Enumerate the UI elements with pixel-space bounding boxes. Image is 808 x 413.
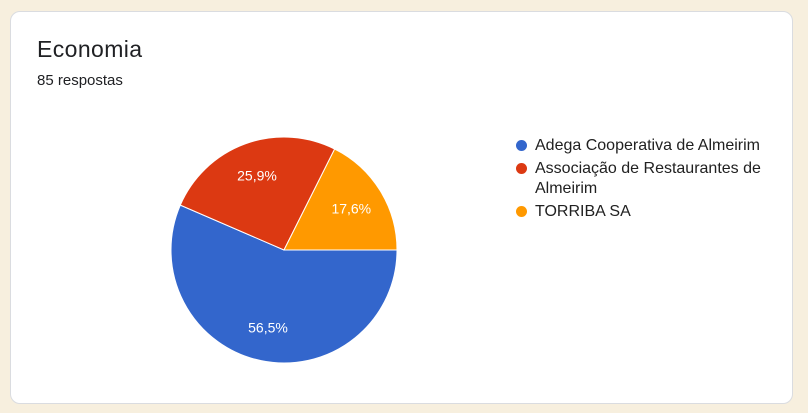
pie-slice-label: 17,6% xyxy=(331,201,371,217)
legend-item: TORRIBA SA xyxy=(516,202,778,222)
legend-color-dot xyxy=(516,163,527,174)
legend-label: TORRIBA SA xyxy=(535,203,631,220)
legend-color-dot xyxy=(516,206,527,217)
pie-slice-label: 25,9% xyxy=(237,168,277,184)
legend-color-dot xyxy=(516,140,527,151)
responses-count: 85 respostas xyxy=(37,72,123,89)
legend-label: Adega Cooperativa de Almeirim xyxy=(535,137,761,154)
question-summary-card: Economia 85 respostas 56,5% 25,9% 17,6% Ad… xyxy=(10,11,793,404)
pie-slice-0[interactable] xyxy=(170,204,398,364)
pie-slice-2[interactable] xyxy=(283,148,398,251)
pie-chart-svg: 56,5% 25,9% 17,6% xyxy=(170,136,398,364)
question-title: Economia xyxy=(37,36,143,62)
pie-slice-1[interactable] xyxy=(179,136,336,251)
legend-item: Associação de Restaurantes de Almeirim xyxy=(516,159,778,199)
legend-item: Adega Cooperativa de Almeirim xyxy=(516,136,778,156)
legend-label: Associação de Restaurantes de Almeirim xyxy=(535,160,761,197)
chart-legend: Adega Cooperativa de Almeirim Associação … xyxy=(516,136,778,225)
pie-slice-label: 56,5% xyxy=(248,320,288,336)
